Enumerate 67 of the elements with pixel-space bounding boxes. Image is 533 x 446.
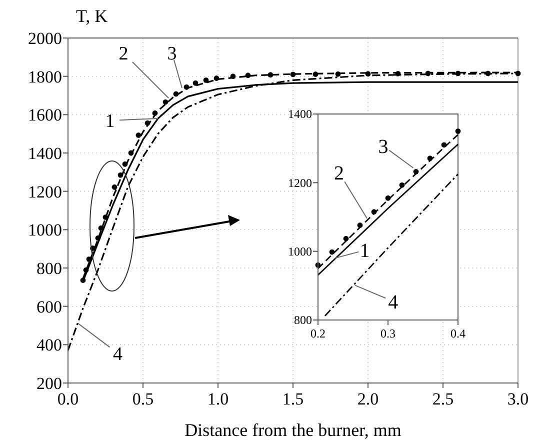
point	[427, 156, 433, 161]
y-tick-label: 1600	[28, 106, 62, 125]
point	[455, 128, 461, 134]
point	[399, 182, 405, 188]
x-axis-title: Distance from the burner, mm	[184, 420, 402, 440]
point	[335, 71, 341, 77]
point	[371, 209, 377, 215]
y-tick-label: 2000	[28, 28, 62, 48]
y-tick-label: 1400	[28, 144, 62, 163]
point	[312, 72, 318, 77]
point	[268, 72, 274, 78]
y-tick-label: 1400	[288, 107, 312, 122]
x-tick-label: 2.5	[432, 390, 454, 409]
annotation: 4	[113, 344, 123, 365]
point	[86, 256, 92, 262]
x-tick-label: 0.3	[380, 326, 396, 341]
x-tick-label: 3.0	[507, 390, 529, 409]
point	[192, 80, 198, 86]
point	[128, 150, 134, 156]
point	[173, 91, 179, 97]
y-tick-label: 600	[36, 297, 62, 316]
y-tick-label: 1200	[288, 176, 312, 190]
x-tick-label: 0.5	[132, 390, 154, 409]
annotation: 3	[378, 136, 388, 158]
x-tick-label: 0.2	[310, 326, 326, 341]
point	[245, 72, 251, 78]
point	[441, 142, 447, 148]
annotation: 2	[118, 44, 128, 65]
y-tick-label: 800	[36, 258, 62, 278]
y-tick-label: 1200	[28, 182, 62, 202]
point	[95, 235, 101, 241]
y-tick-label: 1800	[28, 67, 62, 86]
annotation: 3	[167, 44, 177, 65]
y-tick-label: 800	[294, 313, 312, 328]
point	[230, 74, 236, 80]
annotation: 1	[360, 240, 370, 262]
annotation: 2	[334, 162, 344, 184]
point	[122, 161, 128, 167]
point	[203, 77, 209, 83]
point	[357, 222, 363, 228]
point	[329, 249, 335, 255]
point	[152, 110, 158, 116]
x-tick-label: 1.5	[282, 390, 304, 409]
point	[98, 225, 104, 231]
point	[112, 184, 118, 190]
point	[118, 172, 124, 178]
point	[102, 214, 108, 220]
point	[83, 267, 89, 273]
point	[290, 72, 296, 78]
y-axis-title: T, K	[76, 6, 108, 26]
point	[162, 99, 168, 105]
point	[413, 168, 419, 174]
x-tick-label: 0.4	[450, 326, 466, 341]
y-tick-label: 400	[36, 336, 62, 355]
point	[80, 278, 86, 283]
y-tick-label: 1000	[288, 244, 312, 259]
x-tick-label: 1.0	[207, 390, 229, 409]
point	[144, 120, 150, 126]
annotation: 1	[105, 111, 115, 132]
point	[214, 76, 220, 81]
point	[343, 236, 349, 242]
point	[184, 84, 190, 90]
x-tick-label: 2.0	[357, 390, 379, 409]
y-tick-label: 1000	[28, 220, 62, 240]
point	[136, 132, 142, 138]
annotation: 4	[388, 291, 398, 314]
point	[385, 195, 391, 201]
